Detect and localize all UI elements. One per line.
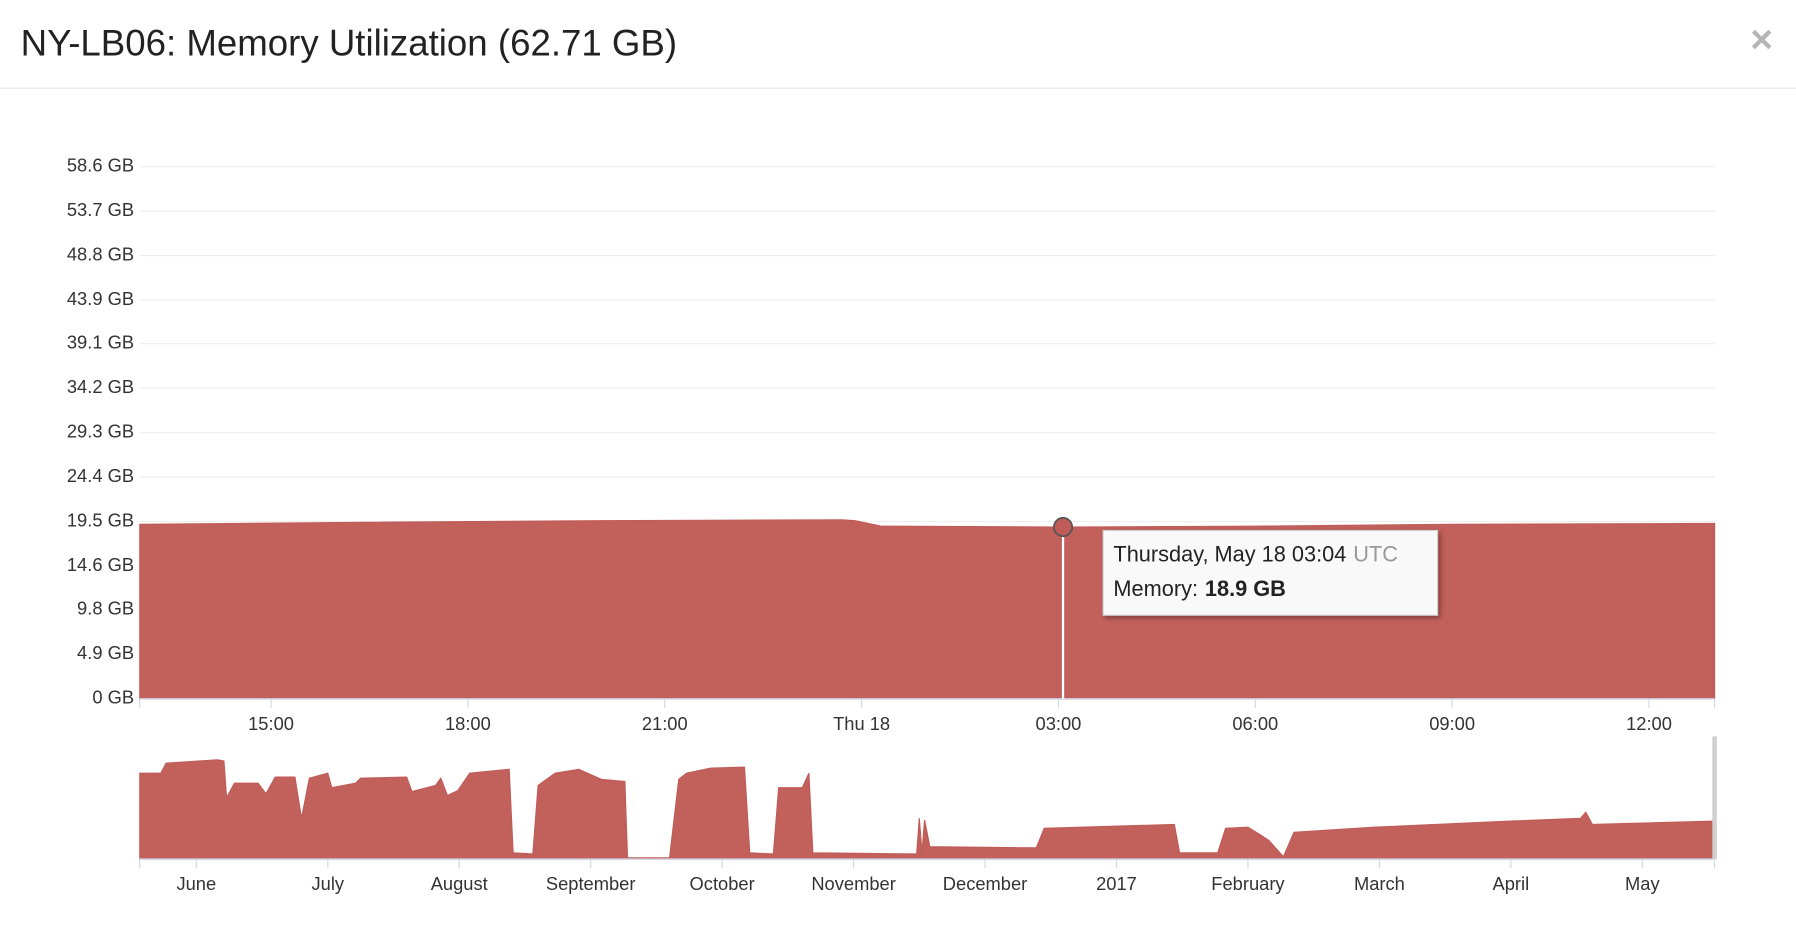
x-tick-label: June (176, 873, 216, 894)
x-tick-label: 15:00 (248, 713, 294, 734)
x-tick-label: 09:00 (1429, 713, 1475, 734)
x-tick-label: December (943, 873, 1027, 894)
y-tick-label: 43.9 GB (67, 288, 134, 309)
y-tick-label: 4.9 GB (77, 642, 134, 663)
x-tick-label: Thu 18 (833, 713, 890, 734)
x-tick-label: July (311, 873, 344, 894)
charts: 0 GB 4.9 GB 9.8 GB 14.6 GB 19.5 GB 24.4 GB 29.… (67, 154, 1717, 894)
y-tick-label: 29.3 GB (67, 420, 134, 441)
y-tick-label: 53.7 GB (67, 199, 134, 220)
x-tick-label: September (546, 873, 636, 894)
y-tick-label: 48.8 GB (67, 243, 134, 264)
hover-marker (1053, 517, 1074, 538)
y-tick-label: 14.6 GB (67, 554, 134, 575)
area (139, 759, 1716, 860)
x-tick-label: March (1354, 873, 1405, 894)
x-tick-label: 18:00 (445, 713, 491, 734)
x-tick-label: April (1493, 873, 1530, 894)
area (139, 519, 1716, 700)
tooltip-box (1102, 529, 1439, 616)
y-tick-label: 9.8 GB (77, 598, 134, 619)
y-tick-label: 39.1 GB (67, 332, 134, 353)
y-tick-label: 58.6 GB (67, 154, 134, 175)
x-tick-label: August (431, 873, 488, 894)
x-tick-label: 03:00 (1036, 713, 1082, 734)
y-tick-label: 24.4 GB (67, 465, 134, 486)
tooltip-time: Thursday, May 18 03:04 (1113, 541, 1346, 566)
close-button[interactable]: × (1750, 19, 1773, 62)
tooltip: Thursday, May 18 03:04 UTC Memory: 18.9 GB (1102, 529, 1439, 616)
y-tick-label: 19.5 GB (67, 509, 134, 530)
tooltip-timezone: UTC (1353, 541, 1398, 566)
tooltip-date: Thursday, May 18 03:04 UTC (1113, 541, 1398, 566)
x-tick-label: 12:00 (1626, 713, 1672, 734)
y-tick-label: 34.2 GB (67, 376, 134, 397)
x-tick-label: October (690, 873, 755, 894)
tooltip-series: Memory: (1113, 576, 1198, 601)
x-tick-label: 21:00 (642, 713, 688, 734)
y-tick-label: 0 GB (92, 686, 134, 707)
navigator-handle (1712, 736, 1717, 859)
x-tick-label: November (811, 873, 895, 894)
modal-title: NY-LB06: Memory Utilization (62.71 GB) (21, 23, 677, 64)
x-tick-label: February (1211, 873, 1285, 894)
x-tick-label: May (1625, 873, 1660, 894)
tooltip-value-line: Memory: 18.9 GB (1113, 576, 1285, 601)
x-tick-label: 2017 (1096, 873, 1137, 894)
x-tick-label: 06:00 (1232, 713, 1278, 734)
tooltip-value: 18.9 GB (1205, 576, 1286, 601)
